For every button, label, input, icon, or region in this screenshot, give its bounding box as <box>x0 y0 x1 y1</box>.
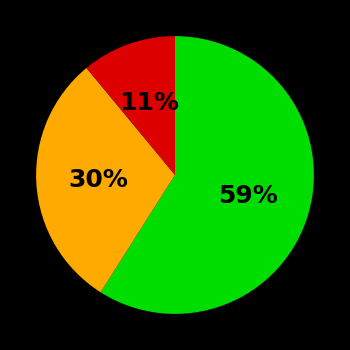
Wedge shape <box>86 36 175 175</box>
Text: 30%: 30% <box>69 168 129 192</box>
Text: 59%: 59% <box>218 184 278 208</box>
Wedge shape <box>36 68 175 292</box>
Text: 11%: 11% <box>119 91 179 115</box>
Wedge shape <box>100 36 314 314</box>
